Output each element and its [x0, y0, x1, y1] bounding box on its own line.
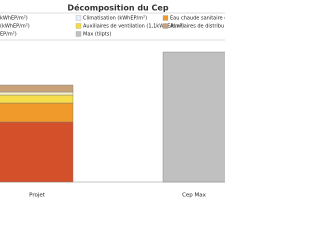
bar-segment	[0, 84, 74, 93]
bar-segment	[0, 94, 74, 104]
legend-label: kWhEP/m²)	[0, 16, 28, 22]
legend-label: Auxiliaires de ventilation (1,1kWhEP/m²)	[83, 24, 184, 30]
page: {"chart_data": {"type": "stacked-bar", "…	[0, 2, 225, 199]
x-tick-label: Cep Max	[182, 193, 207, 199]
legend-swatch	[162, 23, 169, 29]
bar-segment	[0, 121, 74, 183]
bar-segment	[0, 91, 74, 96]
legend-swatch	[75, 15, 82, 21]
legend-label: EP/m²)	[0, 32, 17, 38]
legend-label: Max (tilpts)	[83, 32, 111, 38]
x-tick-label: Projet	[29, 193, 46, 199]
legend-label: (kWhEP/m²)	[0, 24, 30, 30]
chart-title: Décomposition du Cep	[67, 3, 168, 13]
legend-label: Eau chaude sanitaire (	[170, 16, 225, 22]
legend-swatch	[75, 23, 82, 29]
chart: Décomposition du Cep kWhEP/m²) Eau chaude…	[0, 3, 225, 199]
legend-box	[0, 12, 225, 41]
legend-label: Auxiliaires de distribu	[170, 24, 224, 30]
bar-segment	[0, 102, 74, 123]
legend-label: Climatisation (kWhEP/m²)	[83, 16, 147, 22]
legend-swatch	[162, 15, 169, 21]
legend-swatch	[75, 31, 82, 37]
bar-segment	[162, 51, 225, 183]
